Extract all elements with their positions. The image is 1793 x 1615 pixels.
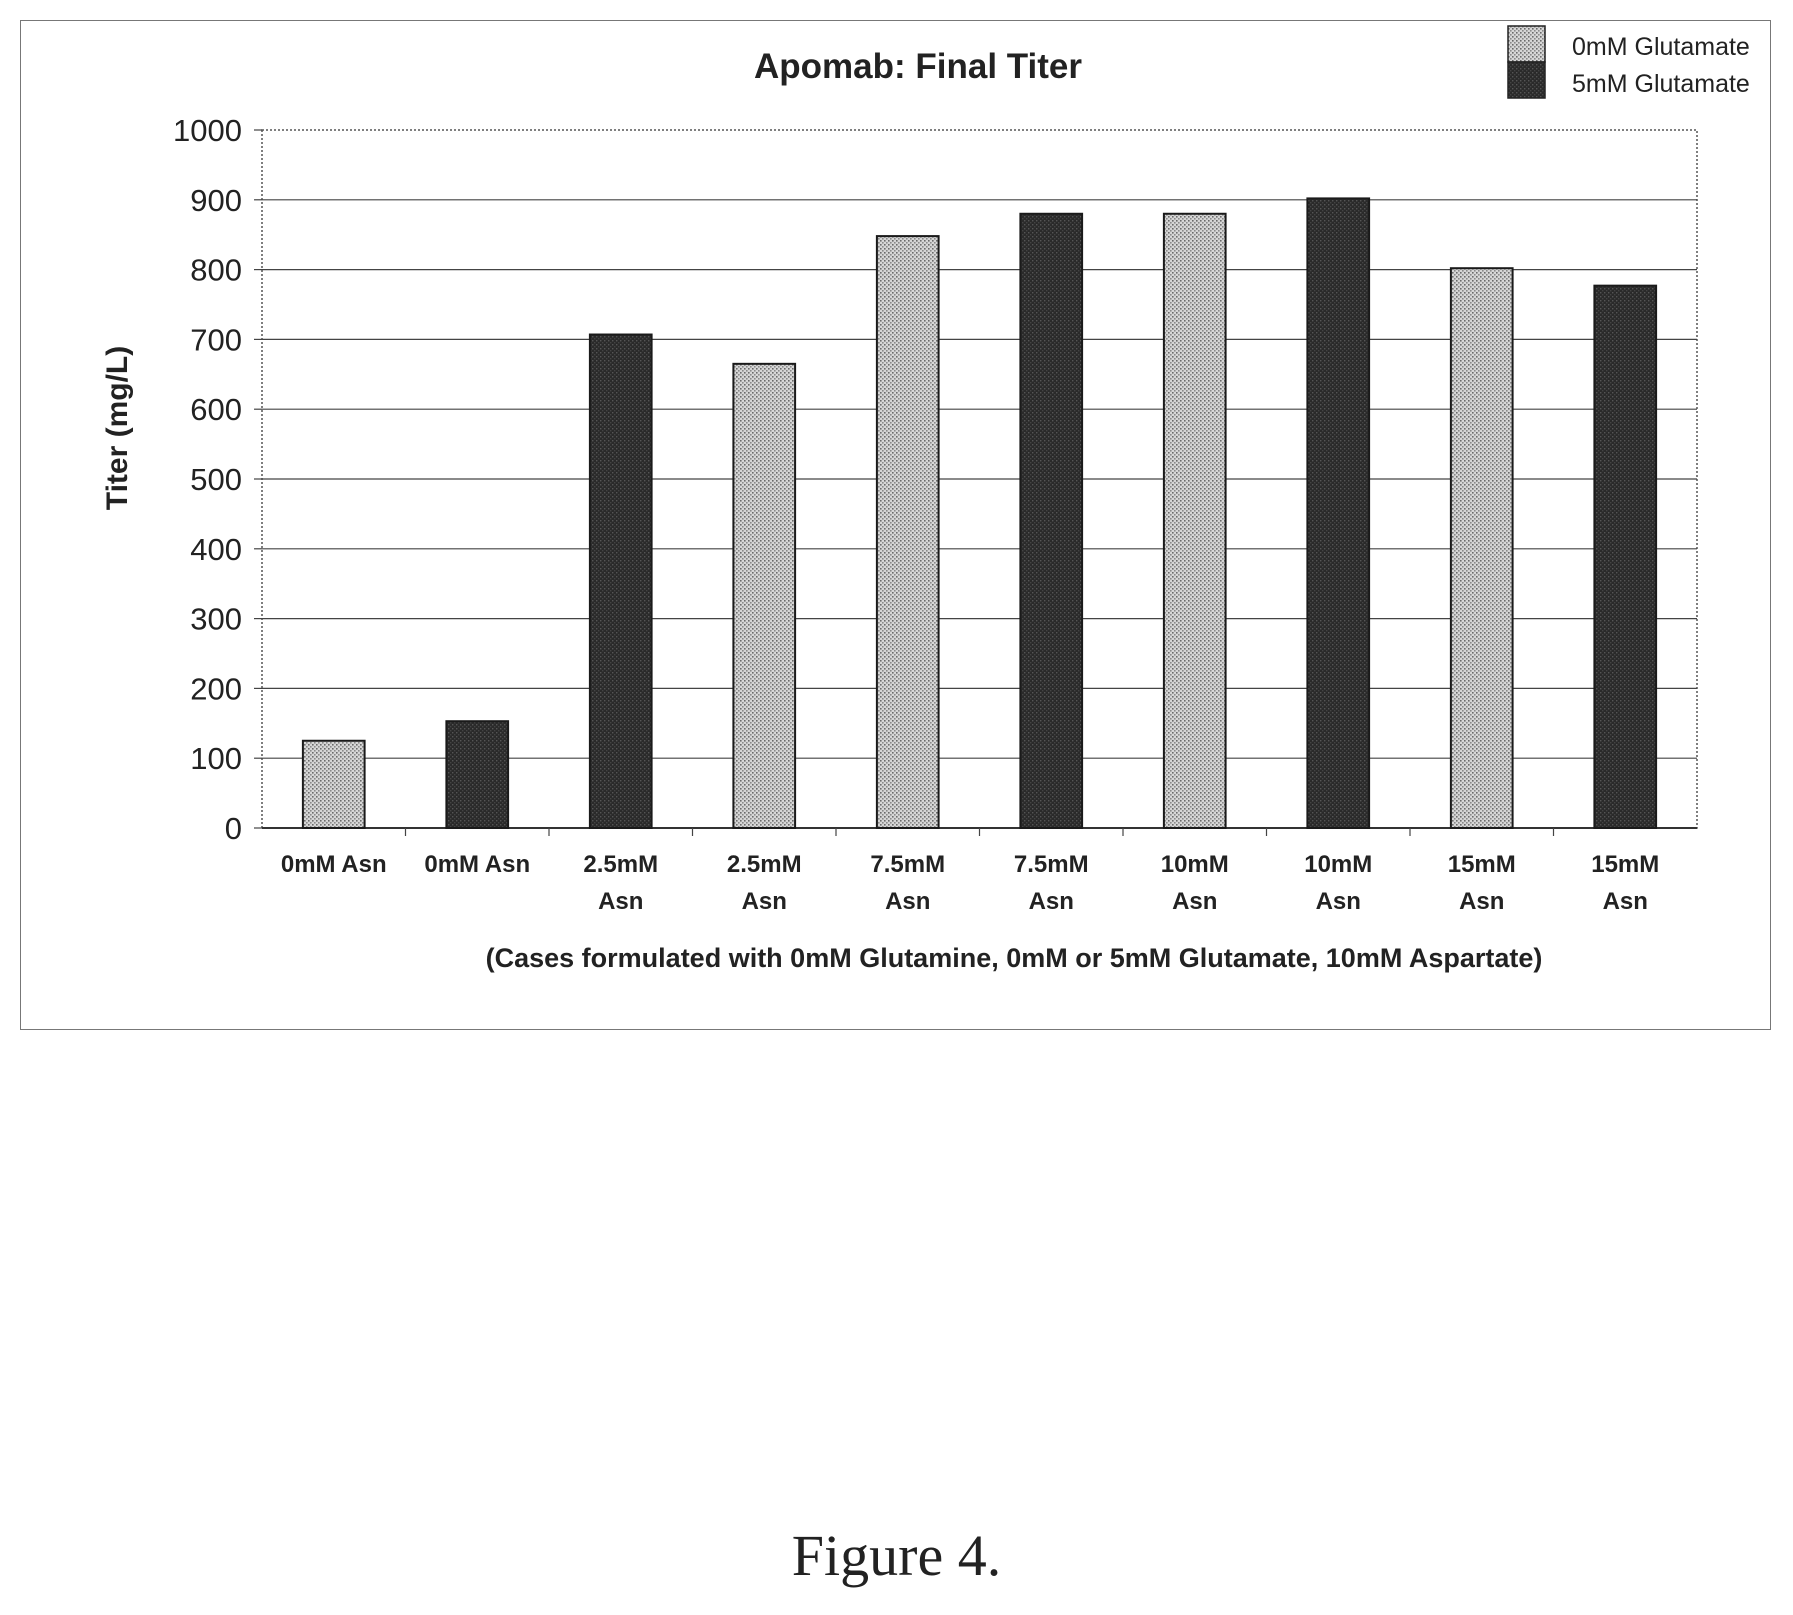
bar-2 — [588, 333, 653, 829]
legend-label-1: 5mM Glutamate — [1572, 70, 1750, 98]
x-tick-label: 10mM — [1304, 851, 1372, 878]
y-tick-label: 900 — [190, 183, 242, 218]
x-tick-label: 0mM Asn — [281, 851, 387, 878]
legend-label-0: 0mM Glutamate — [1572, 33, 1750, 61]
bar-chart: Apomab: Final Titer 0 100 200 300 400 500 600 7… — [101, 25, 1750, 973]
y-tick-label: 0 — [225, 811, 242, 846]
y-tick-label: 700 — [190, 322, 242, 357]
y-tick-label: 600 — [190, 392, 242, 427]
y-tick-label: 1000 — [173, 113, 242, 148]
y-tick-label: 400 — [190, 532, 242, 567]
x-tick-label: 15mM — [1591, 851, 1659, 878]
x-tick-label: Asn — [1172, 888, 1217, 915]
x-tick-label: 7.5mM — [1014, 851, 1089, 878]
bar-3 — [732, 362, 797, 829]
x-tick-label: Asn — [742, 888, 787, 915]
x-tick-label: 0mM Asn — [424, 851, 530, 878]
legend-swatch-1 — [1507, 61, 1546, 99]
x-tick-label: Asn — [598, 888, 643, 915]
legend-swatch-0 — [1507, 25, 1546, 63]
x-tick-label: 7.5mM — [870, 851, 945, 878]
bar-9 — [1593, 284, 1658, 829]
x-tick-label: 10mM — [1161, 851, 1229, 878]
x-tick-label: Asn — [1316, 888, 1361, 915]
bar-0 — [301, 739, 366, 829]
x-axis-ticks: 0mM Asn 0mM Asn 2.5mM Asn 2.5mM Asn 7.5mM Asn 7.… — [281, 828, 1659, 915]
bar-1 — [445, 720, 510, 829]
x-tick-label: 15mM — [1448, 851, 1516, 878]
chart-frame — [20, 20, 1771, 1030]
x-tick-label: 2.5mM — [727, 851, 802, 878]
legend: 0mM Glutamate 5mM Glutamate — [1507, 25, 1750, 99]
bar-8 — [1449, 267, 1514, 830]
chart-title: Apomab: Final Titer — [754, 47, 1082, 86]
x-tick-label: Asn — [1603, 888, 1648, 915]
x-tick-label: 2.5mM — [583, 851, 658, 878]
y-tick-label: 800 — [190, 253, 242, 288]
x-axis-label: (Cases formulated with 0mM Glutamine, 0m… — [486, 943, 1543, 973]
bar-6 — [1162, 212, 1227, 829]
bar-5 — [1019, 212, 1084, 829]
y-axis-ticks: 0 100 200 300 400 500 600 700 800 900 1000 — [173, 113, 262, 846]
bar-4 — [875, 235, 940, 829]
x-tick-label: Asn — [1029, 888, 1074, 915]
figure-caption: Figure 4. — [791, 1523, 1002, 1588]
x-tick-label: Asn — [1459, 888, 1504, 915]
x-tick-label: Asn — [885, 888, 930, 915]
bar-7 — [1306, 197, 1371, 830]
y-tick-label: 200 — [190, 671, 242, 706]
y-tick-label: 500 — [190, 462, 242, 497]
bars — [301, 197, 1658, 830]
y-axis-label: Titer (mg/L) — [101, 346, 134, 510]
y-tick-label: 100 — [190, 741, 242, 776]
y-tick-label: 300 — [190, 602, 242, 637]
